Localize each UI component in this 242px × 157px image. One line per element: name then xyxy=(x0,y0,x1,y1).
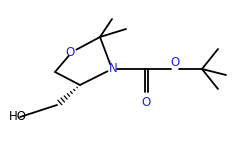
Text: O: O xyxy=(170,57,180,70)
Text: O: O xyxy=(141,95,151,108)
Text: HO: HO xyxy=(9,111,27,124)
Text: N: N xyxy=(109,62,117,76)
Text: O: O xyxy=(65,46,75,59)
